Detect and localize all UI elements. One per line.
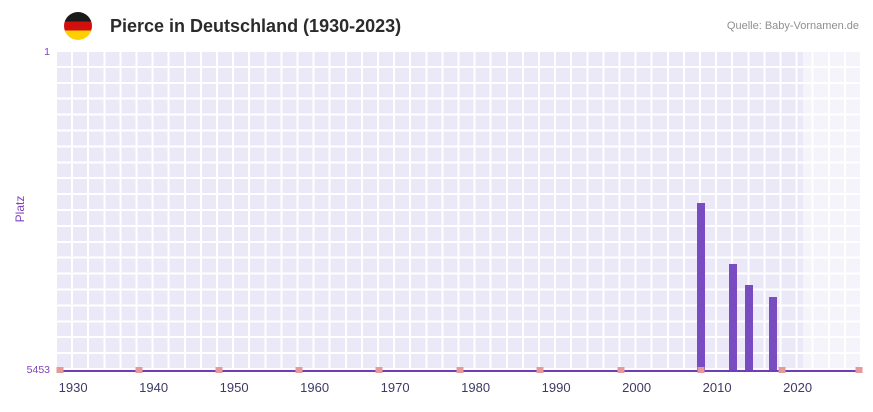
axis-mark bbox=[456, 367, 463, 373]
rank-bar-2014[interactable] bbox=[745, 285, 754, 370]
x-tick-label-1930: 1930 bbox=[58, 380, 88, 395]
axis-mark bbox=[855, 367, 863, 373]
axis-mark bbox=[697, 367, 705, 373]
source-attribution: Quelle: Baby-Vornamen.de bbox=[726, 20, 859, 32]
chart-header: Pierce in Deutschland (1930-2023) Quelle… bbox=[0, 8, 873, 44]
axis-mark bbox=[215, 367, 223, 373]
recent-years-highlight-band bbox=[803, 52, 862, 370]
x-tick-label-1990: 1990 bbox=[541, 380, 571, 395]
axis-mark bbox=[536, 367, 544, 373]
x-tick-label-2010: 2010 bbox=[702, 380, 732, 395]
rank-bar-2008[interactable] bbox=[697, 203, 705, 370]
axis-mark bbox=[56, 367, 64, 373]
axis-mark bbox=[617, 367, 624, 373]
y-axis-title: Platz bbox=[13, 195, 27, 223]
x-tick-label-1960: 1960 bbox=[300, 380, 330, 395]
plot-area bbox=[56, 52, 863, 373]
x-tick-label-2020: 2020 bbox=[783, 380, 813, 395]
x-tick-label-1970: 1970 bbox=[380, 380, 410, 395]
x-tick-label-1940: 1940 bbox=[139, 380, 169, 395]
x-tick-label-1950: 1950 bbox=[219, 380, 249, 395]
x-tick-label-2000: 2000 bbox=[622, 380, 652, 395]
rank-bar-2012[interactable] bbox=[729, 264, 738, 370]
axis-mark bbox=[778, 367, 785, 373]
germany-flag-icon bbox=[64, 12, 92, 40]
y-axis-max-label: 1 bbox=[44, 46, 50, 58]
x-tick-label-1980: 1980 bbox=[461, 380, 491, 395]
chart-title: Pierce in Deutschland (1930-2023) bbox=[110, 15, 402, 36]
rank-bar-2017[interactable] bbox=[769, 296, 778, 370]
axis-mark bbox=[135, 367, 143, 373]
x-axis-labels: 1930 1940 1950 1960 1970 1980 1990 2000 2010 2020 bbox=[57, 380, 862, 400]
y-axis-min-label: 5453 bbox=[26, 364, 50, 376]
axis-mark bbox=[295, 367, 302, 373]
axis-mark bbox=[375, 367, 383, 373]
